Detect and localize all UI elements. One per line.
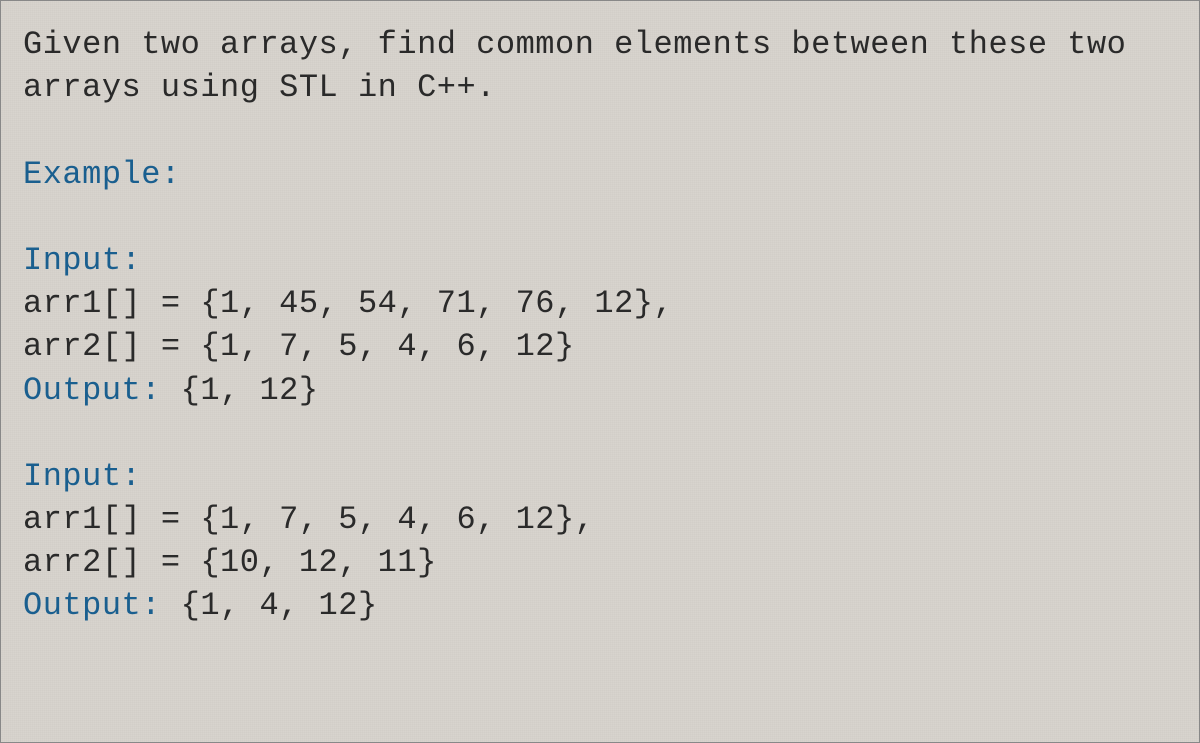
prompt-line-1: Given two arrays, find common elements b… [23, 26, 1126, 63]
example2-output: {1, 4, 12} [161, 587, 378, 624]
output-label-2: Output: [23, 587, 161, 624]
example2-arr1: arr1[] = {1, 7, 5, 4, 6, 12}, [23, 501, 594, 538]
input-label-2: Input: [23, 458, 141, 495]
prompt-line-2: arrays using STL in C++. [23, 69, 496, 106]
example1-arr2: arr2[] = {1, 7, 5, 4, 6, 12} [23, 328, 575, 365]
code-text-block: Given two arrays, find common elements b… [23, 23, 1181, 628]
output-label-1: Output: [23, 372, 161, 409]
input-label-1: Input: [23, 242, 141, 279]
example1-output: {1, 12} [161, 372, 319, 409]
example-label: Example: [23, 156, 181, 193]
example2-arr2: arr2[] = {10, 12, 11} [23, 544, 437, 581]
example1-arr1: arr1[] = {1, 45, 54, 71, 76, 12}, [23, 285, 673, 322]
